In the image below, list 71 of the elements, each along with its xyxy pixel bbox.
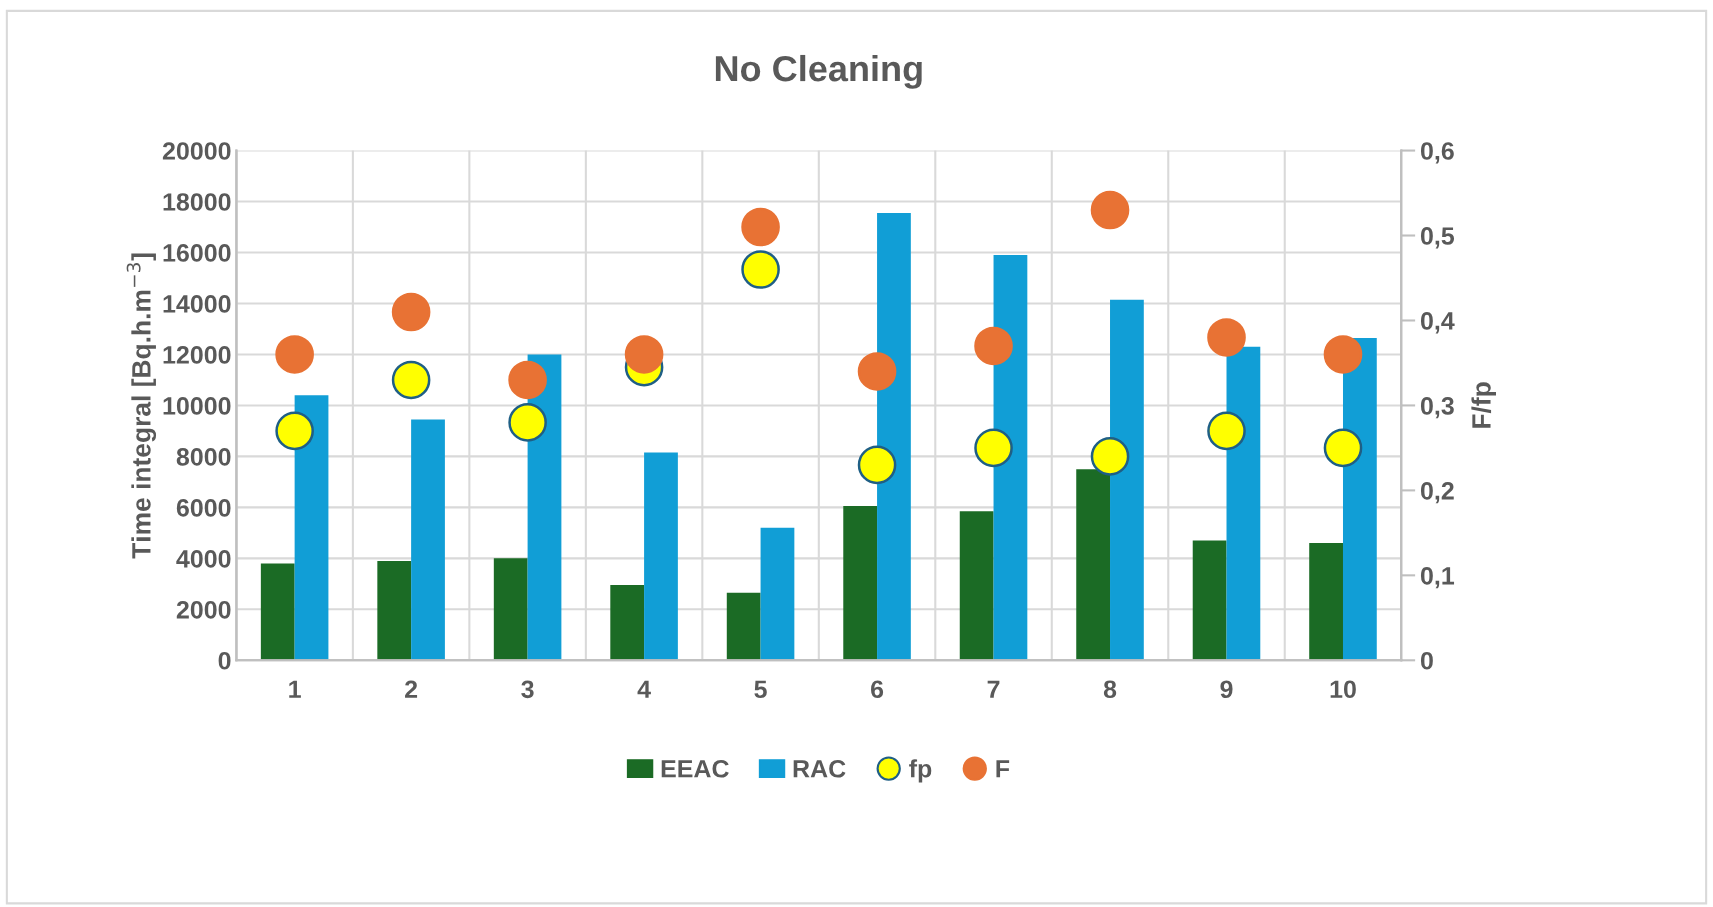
bar [1192, 540, 1227, 661]
point [1090, 437, 1130, 476]
bar [610, 585, 645, 661]
point [741, 250, 780, 289]
bar [644, 452, 678, 661]
x-tick-label: 5 [754, 680, 767, 699]
y-tick-label: 14000 [163, 295, 231, 313]
y-axis-title: Time integral [Bq.h.m$^{−3}$] [126, 253, 157, 559]
point [741, 207, 780, 247]
y-tick-label: 0 [218, 651, 231, 670]
bar [877, 213, 911, 661]
x-tick-label: 7 [987, 680, 1000, 698]
bar [294, 395, 329, 661]
point [857, 352, 897, 391]
x-tick-label: 1 [289, 680, 301, 698]
legend-label: F [996, 760, 1010, 778]
legend-label: fp [909, 759, 932, 783]
y2-tick-label: 0,2 [1420, 481, 1454, 504]
y-tick-label: 8000 [176, 448, 231, 466]
bar [726, 592, 761, 661]
x-tick-label: 3 [521, 680, 534, 699]
point [1090, 190, 1130, 230]
y-tick-label: 6000 [176, 498, 231, 517]
y2-tick-label: 0,6 [1420, 142, 1454, 164]
x-tick-label: 4 [637, 680, 651, 698]
point [391, 360, 431, 400]
y2-tick-label: 0,1 [1420, 566, 1455, 589]
point [1323, 335, 1363, 374]
y2-tick-label: 0,5 [1420, 227, 1455, 249]
point [508, 403, 547, 442]
y-tick-label: 16000 [163, 244, 231, 262]
point [275, 411, 314, 451]
y-tick-label: 18000 [163, 193, 231, 211]
point [857, 445, 897, 485]
bar [843, 506, 878, 661]
bar [411, 419, 445, 661]
bar [1076, 469, 1111, 661]
y-tick-label: 10000 [163, 397, 231, 415]
x-tick-label: 8 [1103, 680, 1117, 699]
y-tick-label: 4000 [176, 549, 231, 568]
bar [260, 563, 295, 661]
y-tick-label: 2000 [176, 600, 231, 619]
point [1207, 411, 1246, 451]
chart-title: No Cleaning [715, 54, 922, 89]
x-tick-label: 2 [405, 680, 418, 698]
legend-label: RAC [793, 759, 846, 778]
point [974, 428, 1013, 468]
y2-tick-label: 0,4 [1420, 312, 1455, 334]
y2-axis-title: F/fp [1471, 382, 1496, 428]
legend-label: EEAC [661, 759, 729, 778]
bar [493, 558, 528, 661]
y-tick-label: 12000 [163, 346, 231, 364]
y2-tick-label: 0,3 [1420, 397, 1454, 419]
point [275, 335, 314, 374]
x-tick-label: 9 [1220, 680, 1233, 699]
x-tick-label: 10 [1330, 680, 1356, 699]
bar [377, 560, 412, 661]
y2-tick-label: 0 [1420, 651, 1433, 670]
point [1323, 428, 1363, 468]
bar [1110, 299, 1144, 661]
point [391, 292, 431, 332]
bar [1309, 543, 1343, 661]
point [1207, 318, 1246, 357]
x-tick-label: 6 [871, 680, 884, 699]
bar [1226, 346, 1261, 661]
point [508, 360, 547, 400]
point [624, 335, 664, 374]
bar [760, 527, 795, 661]
point [974, 326, 1013, 366]
y-tick-label: 20000 [162, 142, 231, 160]
bar [959, 511, 994, 661]
